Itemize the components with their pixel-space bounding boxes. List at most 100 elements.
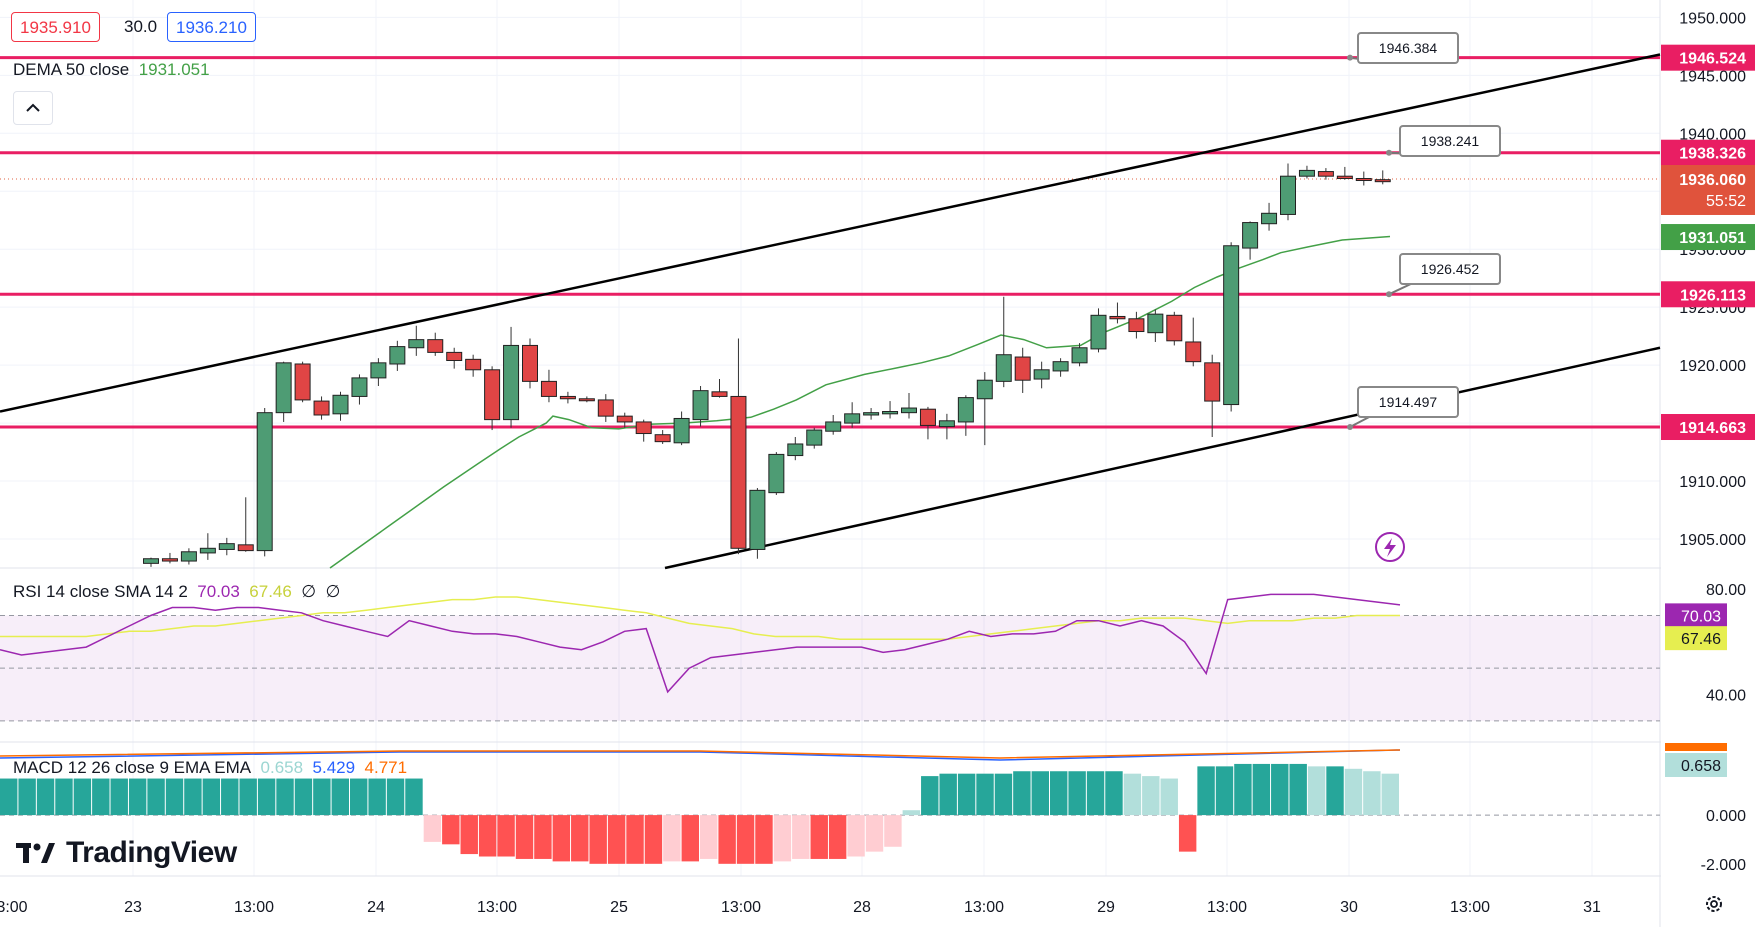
dema-legend[interactable]: DEMA 50 close 1931.051 xyxy=(13,60,210,80)
candle-36 xyxy=(825,414,842,435)
time-tick-label: 30 xyxy=(1340,899,1358,916)
macd-hist-bar-6 xyxy=(110,778,128,816)
macd-hist-bar-74 xyxy=(1363,771,1381,816)
macd-hist-bar-52 xyxy=(957,773,976,816)
candle-body xyxy=(484,369,501,421)
candle-body xyxy=(332,394,349,415)
candle-18 xyxy=(484,366,501,431)
candle-35 xyxy=(806,427,823,449)
candle-body xyxy=(180,551,197,562)
macd-hist-bar-22 xyxy=(405,778,423,816)
candle-body xyxy=(1204,362,1221,402)
rsi-legend-n2: ∅ xyxy=(325,582,341,601)
macd-hist-bar-31 xyxy=(571,815,589,862)
callout-label: 1946.384 xyxy=(1379,40,1438,56)
candle-2 xyxy=(180,548,197,565)
rsi-tick-label: 40.00 xyxy=(1706,688,1746,705)
macd-hist-tag xyxy=(1665,753,1727,777)
lightning-icon-bolt xyxy=(1384,538,1396,557)
macd-pane xyxy=(0,749,1660,864)
macd-hist-bar-11 xyxy=(202,778,221,816)
rsi-pane xyxy=(0,593,1660,722)
time-tick-label: 13:00 xyxy=(721,899,761,916)
macd-hist-bar-65 xyxy=(1197,766,1215,816)
candle-body xyxy=(1147,313,1164,334)
candle-25 xyxy=(616,412,633,428)
macd-hist-bar-33 xyxy=(607,815,626,864)
candle-body xyxy=(1261,212,1278,225)
rsi-legend[interactable]: RSI 14 close SMA 14 2 70.03 67.46 ∅ ∅ xyxy=(13,582,340,602)
callout-anchor xyxy=(1347,424,1353,431)
candle-15 xyxy=(427,332,444,356)
candle-44 xyxy=(976,372,993,446)
macd-legend[interactable]: MACD 12 26 close 9 EMA EMA 0.658 5.429 4… xyxy=(13,758,407,778)
candle-51 xyxy=(1109,302,1126,324)
callout-label: 1938.241 xyxy=(1421,133,1480,149)
macd-hist-bar-72 xyxy=(1326,766,1344,816)
candle-body xyxy=(1185,341,1202,363)
macd-hist-bar-42 xyxy=(773,815,792,862)
price-callout-0: 1946.384 xyxy=(1347,32,1459,64)
candles xyxy=(143,163,1391,567)
macd-hist-bar-62 xyxy=(1142,776,1160,816)
collapse-legend-button[interactable] xyxy=(13,91,53,125)
macd-hist-bar-28 xyxy=(515,815,534,859)
macd-hist-bar-4 xyxy=(73,778,92,816)
candle-body xyxy=(237,544,254,552)
candle-body xyxy=(540,380,557,397)
rsi-series xyxy=(0,593,1401,694)
macd-hist-bar-9 xyxy=(165,778,184,816)
candle-body xyxy=(503,344,520,421)
candle-9 xyxy=(313,396,330,420)
horizontal-levels xyxy=(0,56,1660,429)
candle-body xyxy=(218,543,235,550)
channel-upper-line xyxy=(0,53,1661,413)
candle-body xyxy=(730,395,747,549)
candle-6 xyxy=(256,408,273,557)
callout-label: 1914.497 xyxy=(1379,394,1438,410)
candle-5 xyxy=(237,497,254,552)
dema-legend-value: 1931.051 xyxy=(138,60,210,79)
macd-hist-bar-71 xyxy=(1307,766,1326,816)
ask-price[interactable]: 1936.210 xyxy=(167,12,256,42)
candle-body xyxy=(1317,171,1334,177)
dema-tag-label: 1931.051 xyxy=(1679,230,1746,247)
level-tag-label: 1914.663 xyxy=(1679,420,1746,437)
macd-hist-bar-40 xyxy=(736,815,755,864)
candle-65 xyxy=(1374,170,1391,185)
candle-body xyxy=(597,399,614,417)
spread-value: 30.0 xyxy=(124,17,158,36)
candle-3 xyxy=(199,533,216,560)
macd-hist-bar-57 xyxy=(1050,771,1068,816)
candle-body xyxy=(1336,175,1353,180)
macd-hist-bar-61 xyxy=(1123,773,1142,816)
macd-hist-bar-68 xyxy=(1252,763,1271,816)
macd-hist-bar-75 xyxy=(1381,773,1399,816)
candle-53 xyxy=(1147,309,1164,342)
settings-icon[interactable] xyxy=(1703,893,1725,915)
time-tick-label: 13:00 xyxy=(234,899,274,916)
candle-54 xyxy=(1166,311,1183,346)
lightning-icon xyxy=(1375,532,1405,562)
macd-hist-bar-53 xyxy=(976,773,994,816)
candle-4 xyxy=(218,537,235,556)
candle-63 xyxy=(1336,166,1353,180)
candle-body xyxy=(465,358,482,371)
candle-body xyxy=(825,421,842,432)
macd-hist-bar-64 xyxy=(1178,815,1197,852)
candle-19 xyxy=(503,326,520,428)
candle-38 xyxy=(863,408,880,420)
candle-body xyxy=(1090,314,1107,350)
macd-hist-bar-66 xyxy=(1215,766,1234,816)
tradingview-logo-icon xyxy=(16,843,55,863)
bid-price[interactable]: 1935.910 xyxy=(11,12,100,42)
macd-hist-bar-18 xyxy=(331,778,349,816)
level-tag-0 xyxy=(1661,44,1755,71)
candle-28 xyxy=(673,411,690,446)
macd-hist-bar-3 xyxy=(55,778,73,816)
time-tick-label: 3:00 xyxy=(0,899,28,916)
candle-body xyxy=(806,429,823,446)
tradingview-logo[interactable]: TradingView xyxy=(16,836,237,870)
macd-hist-bar-67 xyxy=(1234,763,1252,816)
